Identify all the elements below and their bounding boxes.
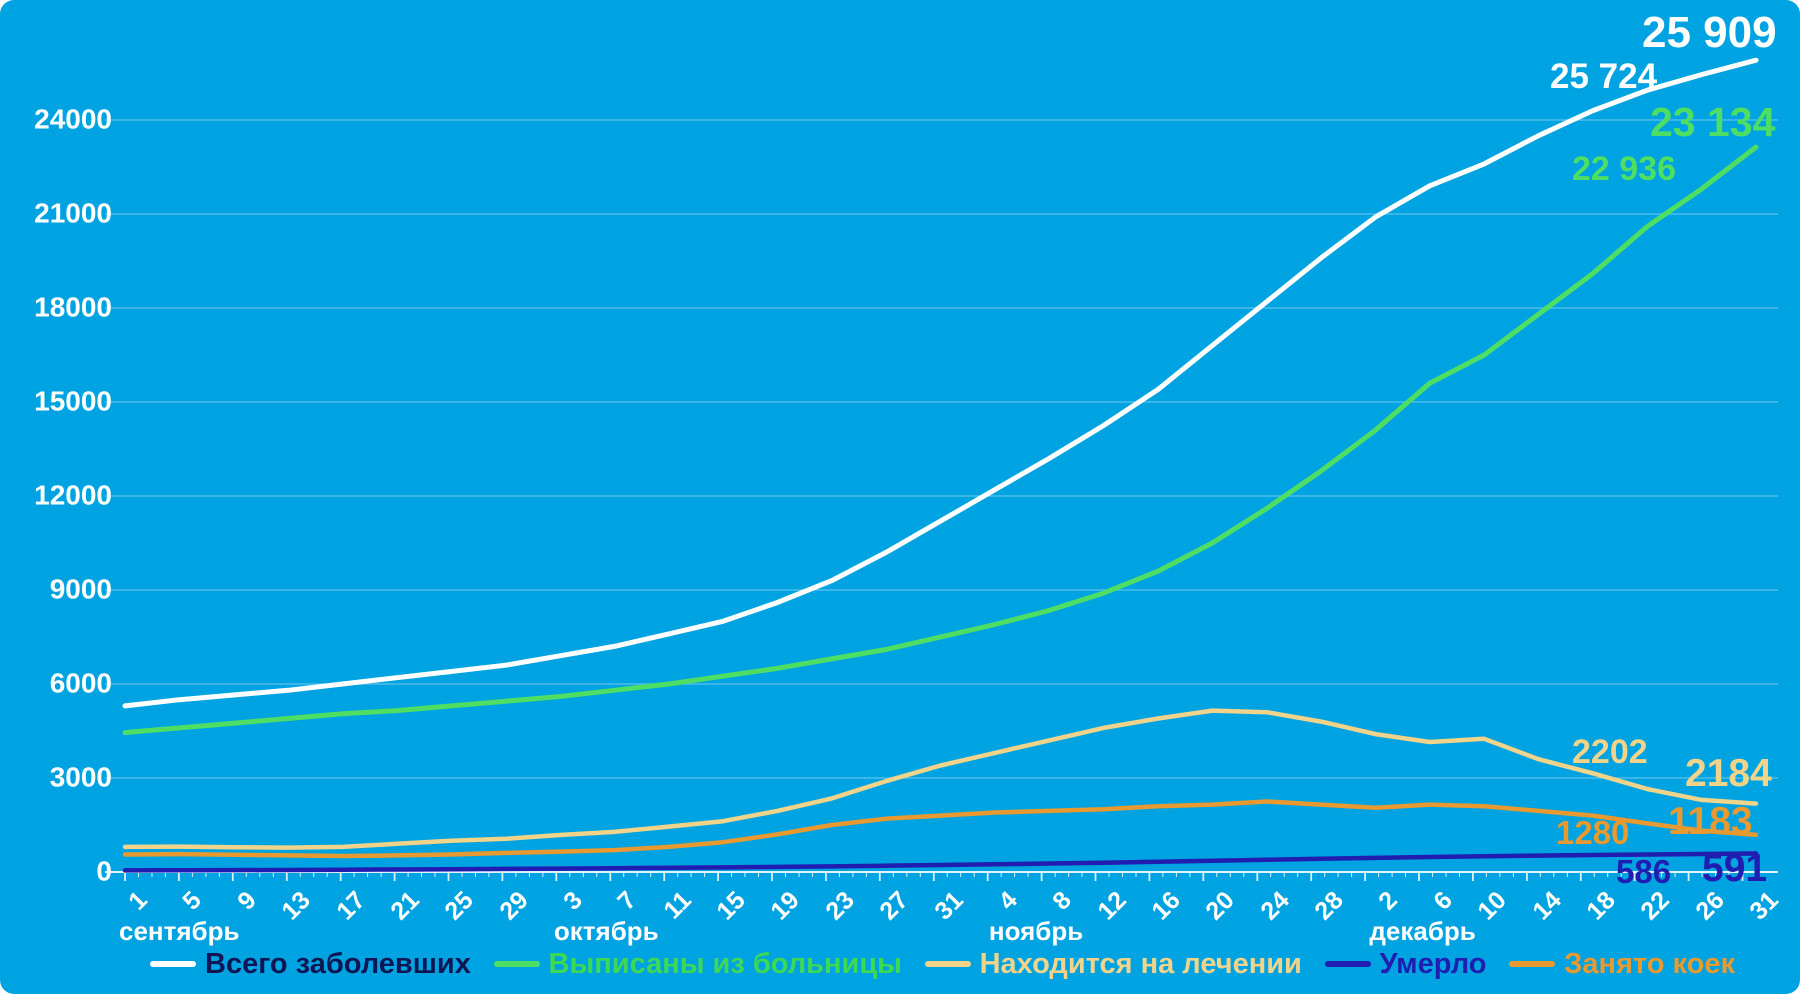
legend-label: Умерло [1379, 947, 1487, 980]
legend-label: Находится на лечении [979, 947, 1302, 980]
legend-label: Всего заболевших [205, 947, 471, 980]
y-axis-label: 21000 [34, 197, 112, 229]
legend-item-2: Находится на лечении [924, 947, 1302, 981]
label-total-previous: 25 724 [1550, 57, 1658, 96]
label-died-previous: 586 [1616, 853, 1672, 890]
legend-swatch-icon [1324, 961, 1371, 967]
legend-swatch-icon [150, 961, 196, 967]
legend-label: Занято коек [1564, 947, 1735, 980]
series-line-3 [122, 851, 1759, 873]
month-label: ноябрь [988, 916, 1084, 946]
month-label: октябрь [553, 916, 659, 946]
series-line-2 [122, 708, 1759, 850]
series-line-0 [122, 57, 1759, 709]
legend-label: Выписаны из больницы [548, 947, 902, 980]
month-label: сентябрь [119, 916, 240, 946]
legend-item-3: Умерло [1324, 947, 1487, 981]
y-axis-label: 6000 [49, 667, 112, 699]
month-label: декабрь [1369, 916, 1476, 946]
label-total-final: 25 909 [1642, 8, 1777, 57]
y-axis-label: 12000 [34, 479, 112, 511]
label-treatment-final: 2184 [1685, 752, 1772, 795]
legend-swatch-icon [924, 961, 971, 967]
y-axis-label: 0 [96, 855, 112, 887]
label-died-final: 591 [1702, 847, 1768, 890]
legend-swatch-icon [1509, 961, 1556, 967]
legend: Всего заболевших Выписаны из больницы Нахо… [150, 944, 1735, 984]
series-line-4 [122, 799, 1759, 859]
y-axis-label: 15000 [34, 385, 112, 417]
y-axis-label: 24000 [34, 103, 112, 135]
y-axis-label: 3000 [49, 761, 112, 793]
label-treatment-previous: 2202 [1572, 733, 1648, 771]
legend-swatch-icon [493, 961, 540, 967]
legend-item-4: Занято коек [1509, 948, 1735, 981]
legend-item-0: Всего заболевших [150, 948, 471, 981]
label-discharged-previous: 22 936 [1572, 150, 1676, 188]
label-beds-final: 1183 [1668, 800, 1753, 843]
y-axis-label: 18000 [34, 291, 112, 323]
legend-item-1: Выписаны из больницы [493, 947, 902, 981]
series-line-1 [122, 144, 1759, 736]
label-beds-previous: 1280 [1556, 814, 1630, 851]
label-discharged-final: 23 134 [1650, 99, 1776, 145]
y-axis-label: 9000 [49, 573, 112, 605]
